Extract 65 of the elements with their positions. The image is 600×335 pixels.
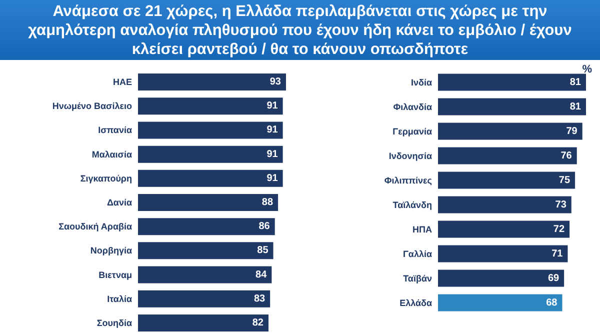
y-tick-label: Φιλανδία <box>393 102 432 112</box>
y-tick-label: ΗΑΕ <box>112 77 132 88</box>
bar <box>138 122 283 139</box>
data-label: 91 <box>266 124 278 136</box>
data-label: 86 <box>258 221 270 232</box>
y-tick-label: Ελλάδα <box>400 298 432 308</box>
bar <box>438 294 562 312</box>
data-label: 91 <box>266 100 278 112</box>
data-label: 73 <box>555 199 567 210</box>
bar <box>138 314 268 332</box>
annotation: % <box>582 64 592 76</box>
data-label: 81 <box>570 101 582 112</box>
y-tick-label: Ινδία <box>411 77 432 88</box>
y-tick-label: Γερμανία <box>392 126 432 136</box>
data-label: 69 <box>548 272 560 284</box>
y-tick-label: Σουηδία <box>96 318 132 328</box>
y-tick-label: Μαλαισία <box>92 149 132 160</box>
y-tick-label: Ταϊβάν <box>403 273 432 284</box>
data-label: 84 <box>256 269 268 280</box>
y-tick-label: Φιλιππίνες <box>384 175 432 186</box>
bar <box>438 172 576 189</box>
bar <box>438 196 572 214</box>
bar <box>138 266 272 284</box>
y-tick-label: Δανία <box>106 198 132 208</box>
y-tick-label: Ισπανία <box>98 125 132 136</box>
data-label: 75 <box>558 174 570 186</box>
bar <box>438 74 586 91</box>
y-tick-label: ΗΠΑ <box>412 224 432 234</box>
data-label: 81 <box>570 76 582 88</box>
y-tick-label: Ταϊλάνδη <box>392 200 432 210</box>
data-label: 79 <box>566 126 578 137</box>
bar <box>438 147 577 164</box>
y-tick-label: Ινδονησία <box>388 150 432 161</box>
y-tick-label: Σιγκαπούρη <box>80 173 132 184</box>
bar <box>438 245 568 262</box>
bar <box>438 220 570 238</box>
chart-title: Ανάμεσα σε 21 χώρες, η Ελλάδα περιλαμβάνεται στις χώρες με την χαμηλότερη αναλογία πληθυσμού που έχουν ήδη κάνει το εμβόλιο / έχουν κλείσει ραντεβού / θα το κάνουν οπωσδήποτε <box>27 2 573 58</box>
bar <box>438 270 564 287</box>
bar <box>138 98 283 115</box>
data-label: 71 <box>552 248 564 260</box>
data-label: 83 <box>254 293 266 304</box>
data-label: 72 <box>553 224 565 235</box>
data-label: 85 <box>257 245 269 256</box>
y-tick-label: Ηνωμένο Βασίλειο <box>52 101 132 112</box>
bar <box>438 122 582 140</box>
data-label: 91 <box>266 148 278 160</box>
bar <box>138 242 274 260</box>
y-tick-label: Γαλλία <box>403 248 432 259</box>
bar <box>138 170 283 187</box>
data-label: 93 <box>270 76 282 88</box>
data-label: 82 <box>252 317 264 328</box>
y-tick-label: Ιταλία <box>107 294 132 304</box>
bar <box>138 290 270 308</box>
y-tick-label: Βιετναμ <box>98 270 132 280</box>
data-label: 76 <box>560 150 572 162</box>
y-tick-label: Νορβηγία <box>90 246 132 256</box>
bar <box>138 194 278 211</box>
bar <box>138 74 286 91</box>
bar <box>138 218 275 236</box>
bar <box>438 98 586 116</box>
bar <box>138 146 283 163</box>
data-label: 68 <box>546 297 558 308</box>
y-tick-label: Σαουδική Αραβία <box>58 222 132 232</box>
data-label: 88 <box>262 197 274 208</box>
data-label: 91 <box>266 172 278 184</box>
